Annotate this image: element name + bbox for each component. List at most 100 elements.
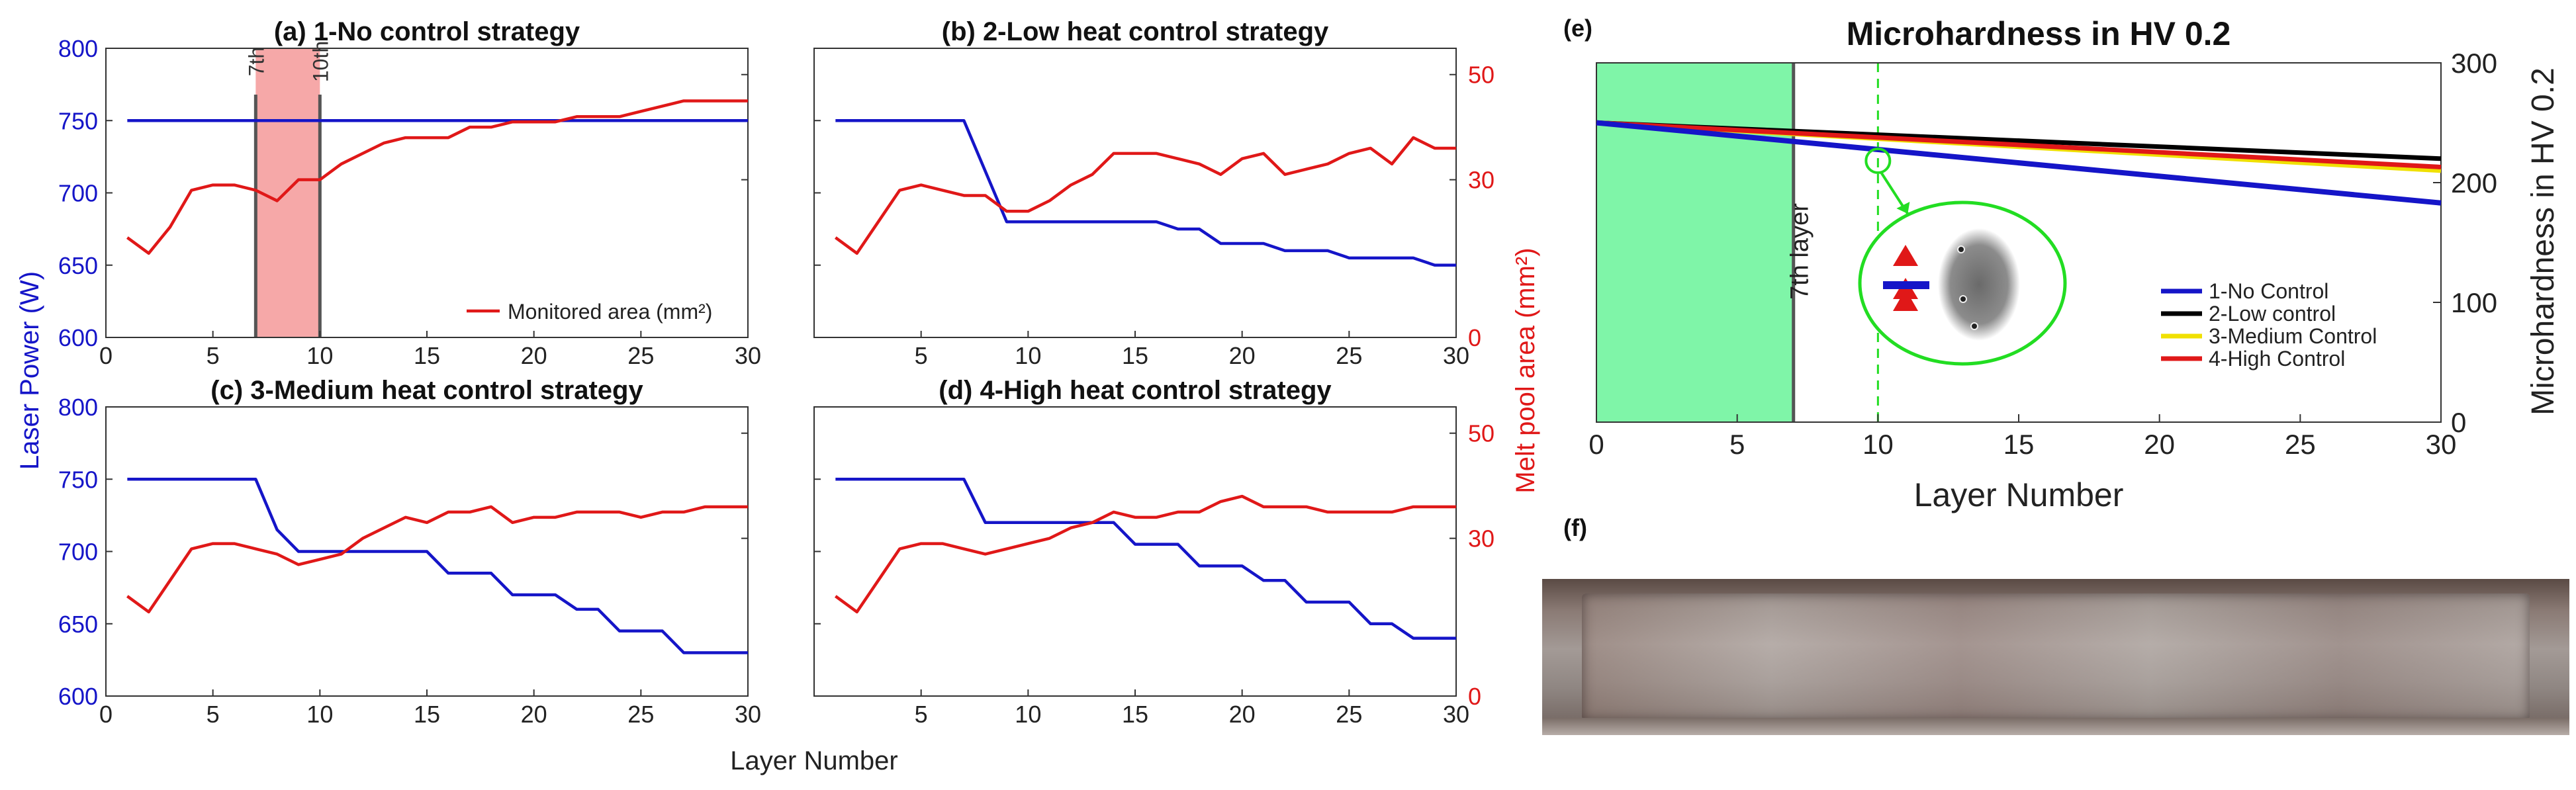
y-axis-label-melt-pool-area: Melt pool area (mm²)	[1511, 247, 1540, 493]
annotation-10th: 10th	[308, 41, 332, 82]
series-melt-pool-area	[126, 505, 748, 614]
y2-tick-label: 50	[1468, 62, 1495, 89]
x-tick-label: 25	[1336, 701, 1362, 728]
marker-triangle	[1893, 289, 1918, 311]
annotation-7th-layer: 7th layer	[1786, 203, 1814, 300]
x-tick-label: 30	[1443, 342, 1469, 369]
axes-frame	[813, 48, 1457, 338]
x-axis-label-layer-number: Layer Number	[730, 746, 897, 775]
x-tick-label: 10	[306, 342, 333, 369]
series-4	[1596, 120, 2442, 169]
x-tick-label: 5	[915, 701, 928, 728]
y-tick-label: 650	[58, 252, 98, 279]
x-tick-label: 30	[1443, 701, 1469, 728]
panel-title: (c) 3-Medium heat control strategy	[210, 376, 643, 405]
x-tick-label: 0	[99, 342, 113, 369]
legend-label-e: 4-High Control	[2209, 347, 2345, 371]
y-tick-label: 750	[58, 107, 98, 134]
x-tick-label: 10	[306, 701, 333, 728]
x-tick-label: 25	[627, 342, 654, 369]
zoom-circle	[1864, 148, 1892, 174]
series-melt-pool-area	[834, 136, 1456, 255]
x-tick-label: 10	[1015, 701, 1041, 728]
zoom-arrowhead	[1896, 202, 1910, 214]
x-tick-label: 5	[207, 342, 220, 369]
x-tick-label: 30	[735, 342, 761, 369]
legend-label-e: 1-No Control	[2209, 279, 2328, 303]
panel-title: (d) 4-High heat control strategy	[939, 376, 1332, 405]
marker-triangle	[1893, 245, 1918, 266]
x-tick-label: 30	[735, 701, 761, 728]
y-tick-label-e: 300	[2451, 48, 2497, 79]
x-tick-label: 5	[207, 701, 220, 728]
panel-title: (b) 2-Low heat control strategy	[942, 17, 1329, 46]
legend-label: Monitored area (mm²)	[508, 300, 712, 324]
inset-micrograph	[1938, 228, 2020, 341]
y-tick-label: 700	[58, 180, 98, 207]
y-tick-label: 800	[58, 394, 98, 421]
x-tick-label: 20	[521, 342, 547, 369]
x-tick-label-e: 30	[2426, 429, 2457, 460]
legend-label-e: 2-Low control	[2209, 302, 2336, 326]
specimen-wall	[1582, 593, 2530, 721]
x-axis-label-e: Layer Number	[1914, 476, 2124, 513]
specimen-photo	[1542, 579, 2569, 735]
x-tick-label: 10	[1015, 342, 1041, 369]
x-tick-label-e: 10	[1863, 429, 1894, 460]
panel-title: (a) 1-No control strategy	[274, 17, 580, 46]
x-tick-label: 15	[1122, 342, 1148, 369]
legend-label-e: 3-Medium Control	[2209, 324, 2377, 348]
x-tick-label: 15	[1122, 701, 1148, 728]
y-tick-label: 600	[58, 324, 98, 351]
x-tick-label-e: 20	[2144, 429, 2175, 460]
series-melt-pool-area	[126, 99, 748, 255]
y-tick-label: 600	[58, 683, 98, 710]
indent-mark	[1957, 245, 1965, 253]
series-laser-power	[127, 478, 748, 654]
x-tick-label: 20	[521, 701, 547, 728]
y2-tick-label: 50	[1468, 420, 1495, 447]
y-tick-label: 800	[58, 35, 98, 62]
x-tick-label: 25	[627, 701, 654, 728]
panel-a: (a) 1-No control strategy 600 650 700 750 800…	[58, 17, 761, 369]
specimen-base	[1542, 718, 2569, 735]
y2-tick-label: 30	[1468, 167, 1495, 194]
y-axis-label-e: Microhardness in HV 0.2	[2526, 67, 2561, 416]
y2-tick-label: 0	[1468, 683, 1481, 710]
x-tick-label: 0	[99, 701, 113, 728]
x-tick-label: 25	[1336, 342, 1362, 369]
y-tick-label-e: 200	[2451, 167, 2497, 198]
panel-e: (e) Microhardness in HV 0.2 7th layer 0 100 2…	[1563, 15, 2561, 541]
axes-frame	[813, 406, 1457, 697]
highlight-band	[255, 48, 320, 337]
panel-label-e: (e)	[1563, 15, 1592, 42]
indent-mark	[1970, 322, 1978, 330]
x-tick-label: 15	[414, 342, 440, 369]
x-tick-label: 5	[915, 342, 928, 369]
y-tick-label: 750	[58, 466, 98, 493]
x-tick-label: 15	[414, 701, 440, 728]
marker-bar	[1883, 281, 1929, 289]
series-1	[1596, 120, 2442, 206]
series-laser-power	[835, 119, 1456, 267]
annotation-7th: 7th	[244, 47, 268, 76]
series-melt-pool-area	[834, 494, 1456, 614]
y2-tick-label: 0	[1468, 324, 1481, 351]
x-tick-label-e: 15	[2003, 429, 2035, 460]
axes-frame	[105, 48, 749, 338]
y-tick-label: 650	[58, 611, 98, 638]
x-tick-label: 20	[1229, 701, 1256, 728]
y-axis-label-laser-power: Laser Power (W)	[15, 271, 44, 470]
x-tick-label: 20	[1229, 342, 1256, 369]
shaded-zone	[1596, 63, 1794, 422]
x-tick-label-e: 5	[1729, 429, 1745, 460]
y2-tick-label: 30	[1468, 525, 1495, 552]
panel-label-f: (f)	[1563, 514, 1587, 541]
x-tick-label-e: 25	[2285, 429, 2316, 460]
panel-title-e: Microhardness in HV 0.2	[1847, 15, 2231, 52]
x-tick-label-e: 0	[1588, 429, 1604, 460]
y-tick-label-e: 100	[2451, 287, 2497, 318]
